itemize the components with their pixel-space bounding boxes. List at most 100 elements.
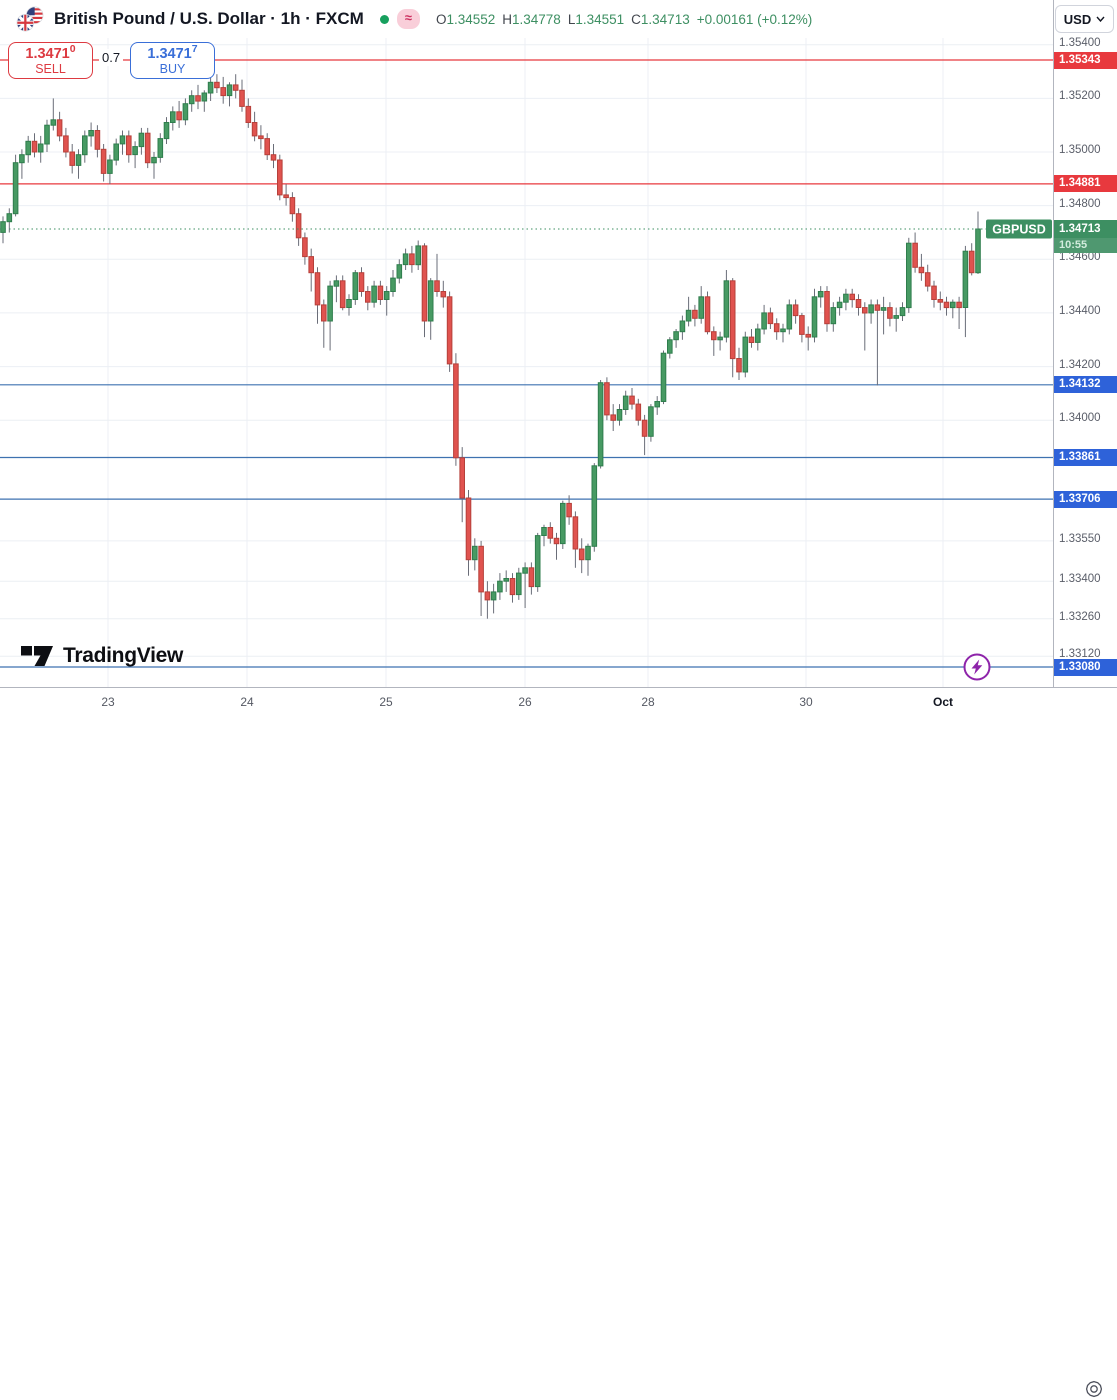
symbol-tag[interactable] [986,219,1052,239]
candle [195,95,201,102]
candle [69,151,76,166]
candle [931,285,937,301]
instrument-flag-icon [16,6,44,32]
candle [629,395,635,405]
change-readout: +0.00161 (+0.12%) [696,11,813,27]
candle [75,154,82,166]
candle [604,382,610,416]
candle [912,242,918,268]
candle [522,567,528,574]
market-open-dot-icon[interactable] [379,14,389,24]
candle [289,197,296,215]
time-tick-label: 24 [240,695,254,709]
axis-settings-gear-icon[interactable] [1083,1378,1105,1400]
candle [176,111,182,121]
candle [849,293,856,301]
candle [566,502,572,518]
spread-value: 0.7 [99,49,124,66]
instant-trading-lightning-icon[interactable] [962,652,992,682]
candle [899,307,906,317]
candle [314,272,321,306]
candle [585,545,591,561]
chevron-down-icon [1096,16,1105,22]
candle [773,323,780,333]
candle [924,272,931,287]
tradingview-logo[interactable]: TradingView [20,643,183,669]
price-chart[interactable]: GBPUSD [0,0,1117,719]
bar-countdown: 10:55 [1054,238,1117,253]
time-axis[interactable]: 23 24 25 26 28 30 Oct [0,687,1117,1398]
candle [742,336,749,373]
candle [100,148,107,174]
candle [667,339,673,354]
candle [792,304,799,317]
chart-header: British Pound / U.S. Dollar · 1h · FXCM … [0,0,1064,38]
candle [377,285,384,301]
candle [119,135,126,145]
candle [968,250,975,274]
candle [472,545,478,561]
candle [63,135,69,153]
candle [283,194,289,199]
candle [622,395,629,411]
candle [427,280,434,322]
price-tick-label: 1.34000 [1059,412,1101,424]
candle [214,81,220,89]
time-tick-label: 23 [101,695,115,709]
candle [308,256,314,274]
candle [94,130,101,150]
candle [698,296,705,319]
candle [220,87,226,97]
price-level-badge: 1.33861 [1054,449,1117,466]
buy-price: 1.34717 [147,43,198,63]
candle [868,304,874,314]
candle [6,213,13,223]
candle [503,578,509,582]
sell-button[interactable]: 1.34710 SELL [8,42,93,79]
price-level-badge: 1.35343 [1054,52,1117,69]
candle [56,119,63,137]
time-tick-label: 25 [379,695,393,709]
candle [780,328,786,333]
candle [597,382,604,467]
candle [635,403,642,421]
candle [465,497,472,561]
price-axis[interactable]: 1.35400 1.35200 1.35000 1.34800 1.34600 1.344… [1054,0,1117,687]
candle [44,124,50,145]
candle [352,272,359,301]
candle [906,242,912,309]
candle [277,159,283,196]
candle [830,307,837,325]
candle [170,111,176,124]
candle [132,146,138,156]
buy-button[interactable]: 1.34717 BUY [130,42,215,79]
candle [616,409,623,421]
candle [855,299,862,308]
currency-selector[interactable]: USD [1055,5,1114,33]
candle [383,291,390,300]
candle [572,516,579,550]
approx-price-badge-icon[interactable]: ≈ [396,9,420,29]
candle [207,81,214,94]
candle [333,280,340,287]
candle [843,293,849,303]
candle [50,119,57,126]
candle [799,315,805,335]
symbol-title[interactable]: British Pound / U.S. Dollar · 1h · FXCM [54,9,364,28]
candle [446,296,453,365]
candle [126,135,132,156]
candle [736,358,742,373]
candle [610,414,617,421]
candle [37,143,44,153]
candle [887,307,893,319]
sell-label: SELL [35,62,66,77]
candle [918,266,925,274]
candle [459,457,465,499]
candle [82,135,88,156]
candle [950,301,956,309]
candle [943,301,950,309]
tradingview-logo-text: TradingView [63,644,184,667]
candle [270,154,277,161]
candle [817,291,824,298]
